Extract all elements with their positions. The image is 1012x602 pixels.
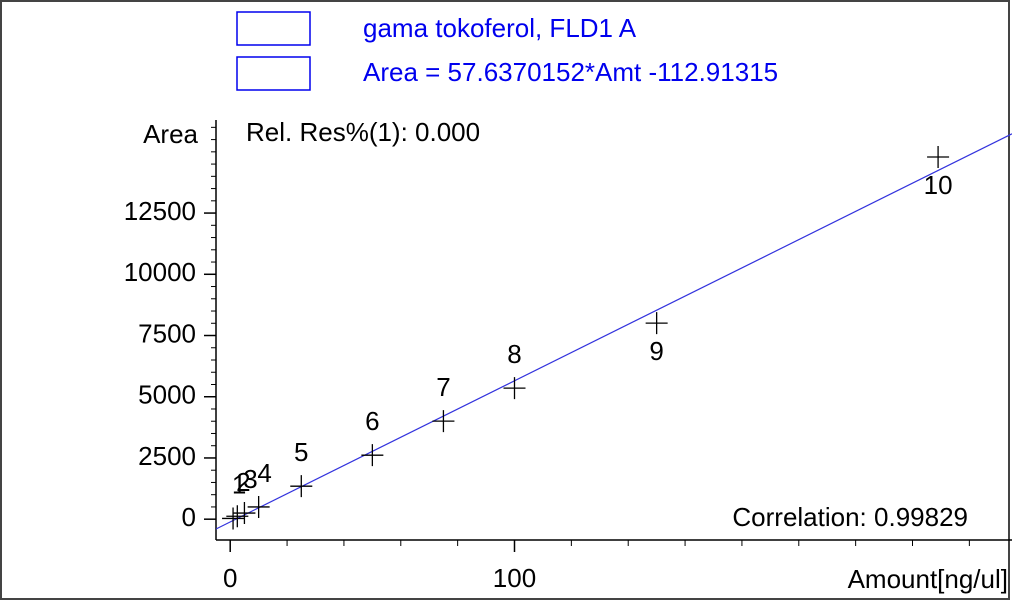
point-label: 4 xyxy=(257,458,271,488)
point-label: 9 xyxy=(649,336,663,366)
x-axis-label: Amount[ng/ul] xyxy=(848,564,1008,594)
x-tick-label: 100 xyxy=(493,563,536,593)
point-label: 7 xyxy=(436,372,450,402)
point xyxy=(233,502,256,525)
fit-line xyxy=(216,133,1012,530)
point xyxy=(290,475,313,498)
point xyxy=(503,377,526,400)
y-axis-label: Area xyxy=(143,119,198,149)
y-tick-label: 5000 xyxy=(138,380,196,410)
y-tick-label: 7500 xyxy=(138,318,196,348)
point-label: 8 xyxy=(507,339,521,369)
point-label: 3 xyxy=(243,464,257,494)
legend-box xyxy=(236,56,311,91)
point xyxy=(222,507,245,530)
point xyxy=(247,495,270,518)
point xyxy=(432,410,455,433)
annotation: Rel. Res%(1): 0.000 xyxy=(246,117,480,147)
legend-box xyxy=(236,11,311,46)
legend-equation: Area = 57.6370152*Amt -112.91315 xyxy=(363,57,778,87)
point xyxy=(645,312,668,335)
plot-area xyxy=(216,133,1012,530)
point xyxy=(361,444,384,467)
y-tick-label: 2500 xyxy=(138,441,196,471)
y-tick-label: 12500 xyxy=(124,196,196,226)
point-label: 10 xyxy=(924,170,953,200)
point-label: 6 xyxy=(365,406,379,436)
x-tick-label: 0 xyxy=(223,563,237,593)
annotation: Correlation: 0.99829 xyxy=(732,502,968,532)
y-tick-label: 0 xyxy=(182,502,196,532)
y-tick-label: 10000 xyxy=(124,257,196,287)
point-label: 5 xyxy=(294,437,308,467)
legend-title: gama tokoferol, FLD1 A xyxy=(363,13,637,43)
point xyxy=(927,145,950,168)
point-label: 2 xyxy=(236,467,250,497)
point-label: 1 xyxy=(232,469,246,499)
